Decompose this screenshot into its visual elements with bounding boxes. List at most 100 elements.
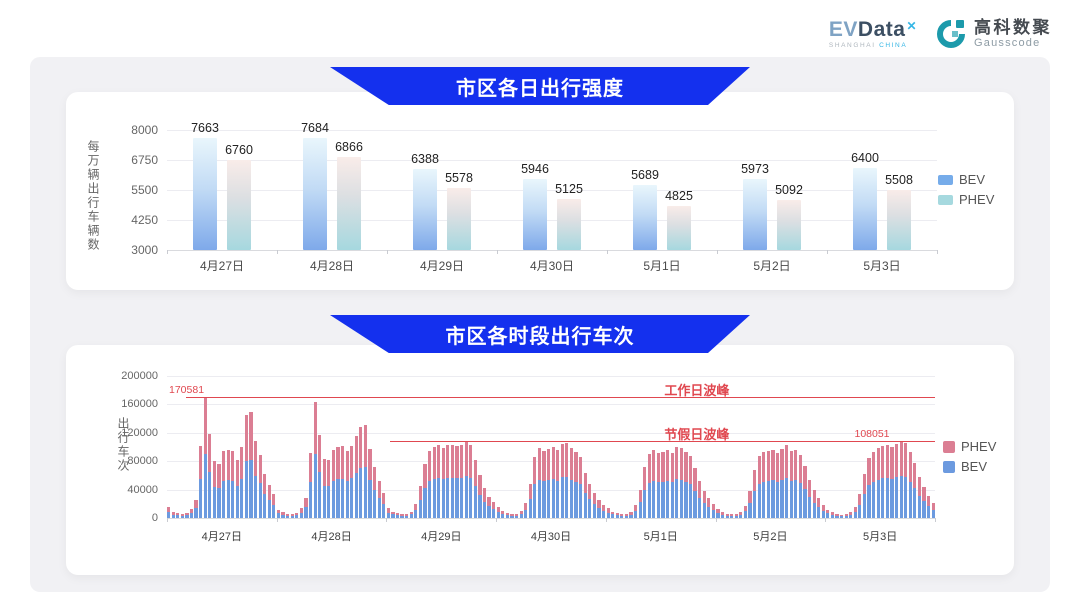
bar-column (624, 514, 628, 518)
phev-segment (199, 446, 203, 479)
gridline (167, 461, 935, 463)
bar-column (336, 447, 340, 518)
bar-column (542, 451, 546, 518)
bar-column (839, 514, 844, 518)
bev-segment (363, 466, 368, 518)
bar-column (423, 464, 427, 518)
bev-segment (917, 495, 921, 518)
legend-item-bev[interactable]: BEV (943, 459, 996, 474)
phev-segment (629, 511, 633, 515)
phev-segment (771, 449, 775, 481)
bar-column (638, 489, 642, 518)
x-axis-label: 4月30日 (529, 259, 575, 273)
bar-column (460, 444, 464, 518)
bev-segment (373, 489, 377, 518)
phev-segment (395, 513, 400, 516)
bev-segment (890, 478, 894, 518)
bar-column (606, 508, 610, 518)
bar-column (835, 513, 839, 518)
bar-group: 7684 6866 4月28日 (277, 121, 387, 273)
bev-segment (460, 477, 464, 518)
bar-column (867, 458, 871, 518)
bar-column (308, 452, 313, 518)
phev-bar (227, 159, 251, 250)
bev-segment (785, 477, 789, 518)
phev-value-label: 4825 (665, 189, 693, 204)
phev-segment (675, 446, 679, 479)
phev-segment (492, 502, 496, 510)
bar-column (821, 504, 825, 518)
phev-segment (318, 434, 322, 473)
bar-column (427, 450, 432, 518)
bar-column (478, 475, 482, 518)
bev-segment (418, 500, 422, 518)
x-axis-label: 4月27日 (199, 259, 245, 273)
bar-column (505, 513, 509, 518)
bar-column (441, 447, 445, 518)
bev-bar (523, 179, 547, 250)
phev-segment (363, 425, 368, 467)
phev-segment (487, 496, 491, 507)
bar-column (926, 496, 931, 518)
legend-item-phev[interactable]: PHEV (938, 192, 994, 207)
bar-column (203, 396, 207, 518)
phev-segment (757, 455, 761, 484)
bar-column (716, 508, 720, 518)
bar-column (597, 499, 601, 518)
phev-segment (167, 506, 171, 512)
bar-column (565, 443, 569, 518)
phev-segment (286, 513, 290, 516)
bar-column (794, 449, 798, 518)
y-tick-label: 160000 (121, 398, 158, 411)
bev-segment (931, 509, 935, 518)
bev-value-label: 7663 (191, 121, 219, 136)
peak-value-label: 108051 (854, 428, 890, 441)
bev-segment (313, 453, 317, 518)
bar-column (876, 448, 880, 518)
bev-segment (757, 483, 761, 518)
bev-segment (894, 477, 899, 518)
phev-segment (281, 512, 285, 515)
gridline (167, 489, 935, 491)
bar-column (482, 488, 487, 518)
bar-column (670, 453, 674, 518)
phev-segment (569, 448, 574, 480)
bev-segment (762, 481, 766, 518)
phev-segment (885, 444, 889, 478)
bar-column (226, 449, 230, 518)
gausscode-logo: 高科数聚 Gausscode (935, 18, 1052, 50)
phev-segment (405, 514, 409, 516)
bar-column (546, 448, 551, 518)
gausscode-text: 高科数聚 Gausscode (974, 19, 1052, 50)
phev-segment (789, 451, 793, 482)
bar-column (904, 443, 908, 518)
gridline (167, 432, 935, 434)
phev-value-label: 6760 (225, 142, 253, 157)
phev-segment (794, 449, 798, 481)
phev-segment (176, 513, 180, 516)
bev-segment (487, 506, 491, 518)
bar-column (377, 481, 381, 518)
phev-segment (537, 448, 542, 480)
phev-segment (373, 466, 377, 490)
gridline (167, 190, 937, 191)
bar-column (537, 448, 542, 518)
bev-segment (862, 493, 867, 518)
bev-segment (881, 478, 885, 518)
bev-segment (830, 514, 835, 518)
bar-column (849, 512, 853, 518)
bar-group: 5946 5125 4月30日 (497, 130, 607, 273)
bev-segment (437, 477, 441, 518)
legend-item-bev[interactable]: BEV (938, 172, 994, 187)
bar-column (688, 455, 693, 518)
y-tick-label: 0 (151, 512, 158, 524)
bev-segment (711, 510, 715, 518)
evdata-wordmark: EVData✕ (829, 19, 917, 40)
bar-column (917, 477, 921, 518)
bev-segment (441, 479, 445, 518)
bev-segment (469, 477, 473, 518)
peak-annotation-label: 工作日波峰 (664, 382, 730, 398)
legend-item-phev[interactable]: PHEV (943, 439, 996, 454)
bar-column (382, 493, 386, 518)
bar-column (327, 459, 331, 518)
